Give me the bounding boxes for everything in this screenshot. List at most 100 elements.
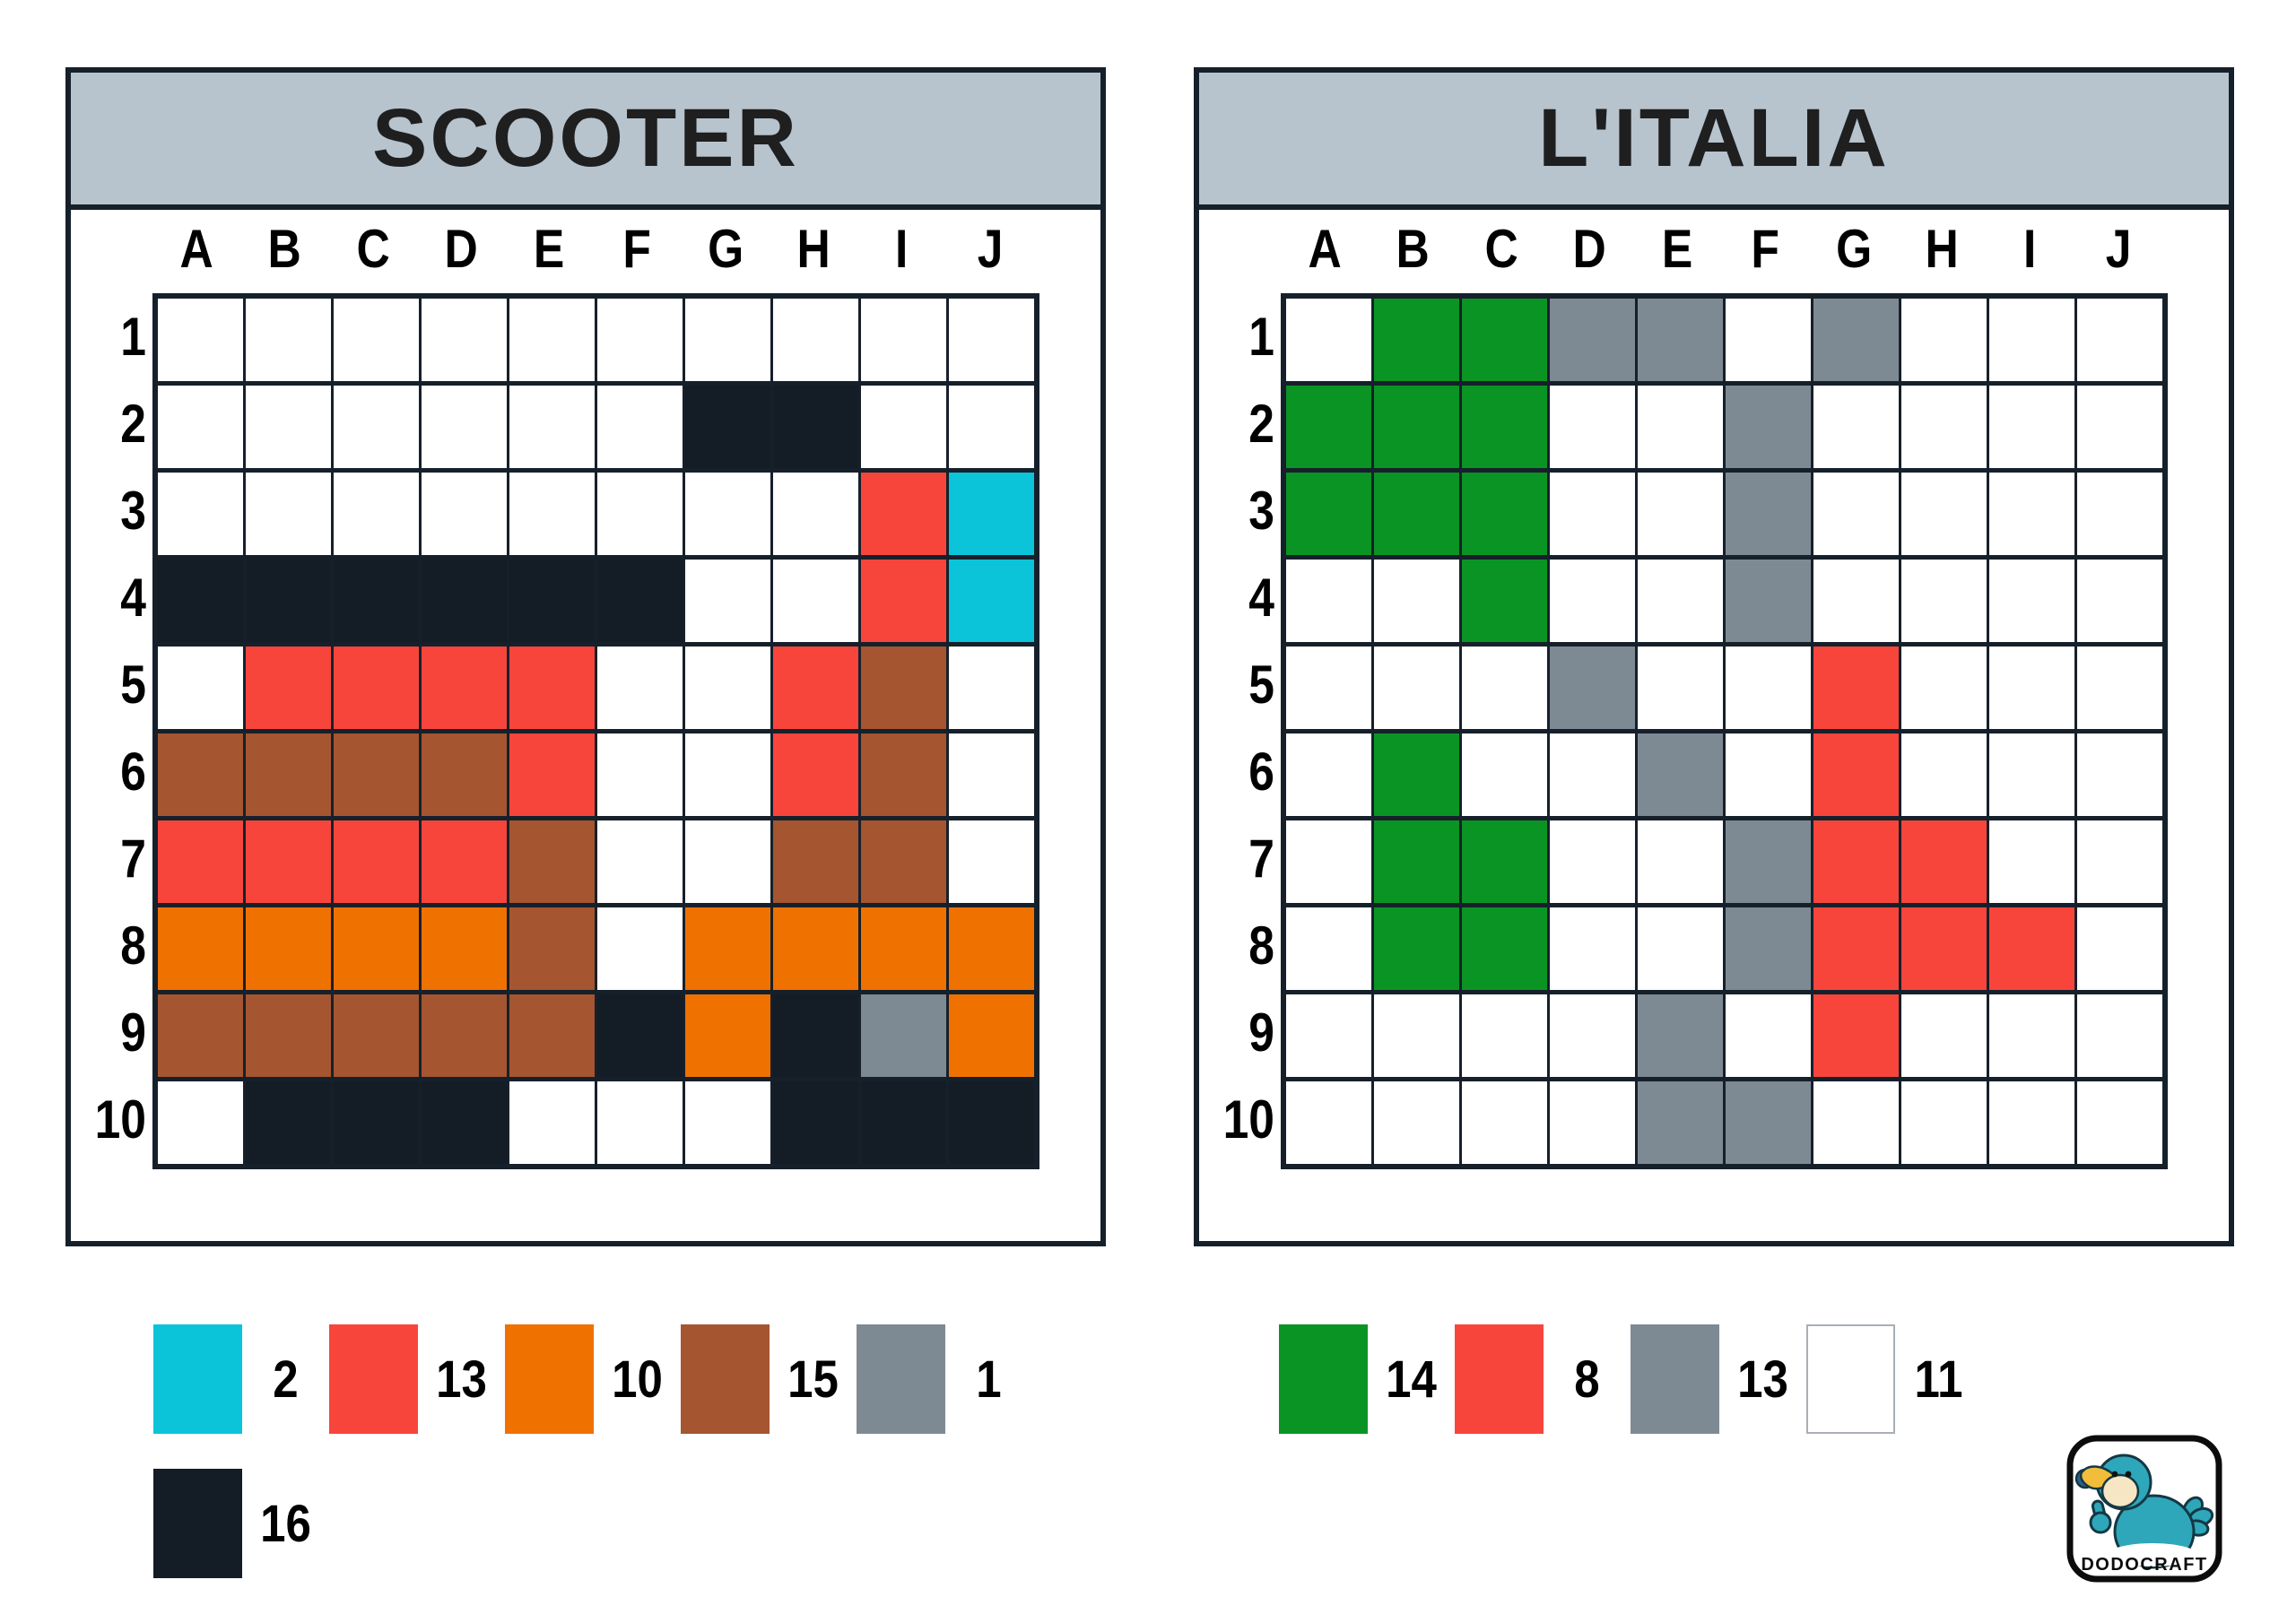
grid-cell-F8: [1723, 903, 1813, 994]
legend-count-gray: 1: [976, 1350, 1002, 1409]
grid-cell-C10: [1459, 1077, 1550, 1169]
grid-cell-B2: [1371, 381, 1462, 473]
grid-cell-B6: [1371, 729, 1462, 820]
grid-cell-I7: [858, 816, 949, 907]
grid-cell-A5: [1282, 642, 1374, 733]
grid-cell-I4: [1987, 555, 2077, 647]
grid-cell-J9: [946, 990, 1039, 1081]
grid-cell-C1: [331, 293, 422, 386]
grid-cell-G2: [1811, 381, 1901, 473]
grid-cell-B5: [243, 642, 334, 733]
row-label-1: 1: [1248, 307, 1274, 367]
grid-cell-J10: [2074, 1077, 2167, 1169]
grid-cell-E9: [1635, 990, 1726, 1081]
grid-cell-A5: [153, 642, 246, 733]
grid-cell-D5: [419, 642, 509, 733]
grid-row-7: [153, 816, 1039, 907]
legend-swatch-cyan: [153, 1324, 242, 1434]
row-labels: 1 2 3 4 5 6 7 8 9 10: [1203, 293, 1274, 1163]
panel-italia-header: L'ITALIA: [1199, 73, 2229, 210]
grid-cell-C6: [331, 729, 422, 820]
column-label-H: H: [1925, 219, 1959, 279]
grid-cell-E8: [1635, 903, 1726, 994]
grid-cell-F10: [1723, 1077, 1813, 1169]
grid-cell-G8: [1811, 903, 1901, 994]
grid-cell-I3: [1987, 468, 2077, 560]
column-label-C: C: [356, 219, 390, 279]
grid-cell-J8: [946, 903, 1039, 994]
grid-cell-I2: [1987, 381, 2077, 473]
grid-cell-A4: [1282, 555, 1374, 647]
row-label-6: 6: [1248, 742, 1274, 802]
grid-cell-B8: [1371, 903, 1462, 994]
grid-cell-I4: [858, 555, 949, 647]
grid-cell-J6: [946, 729, 1039, 820]
grid-cell-H4: [770, 555, 861, 647]
grid-cell-B7: [243, 816, 334, 907]
legend-count-orange: 10: [612, 1350, 663, 1409]
grid-cell-J5: [946, 642, 1039, 733]
row-label-3: 3: [1248, 481, 1274, 541]
grid-cell-A4: [153, 555, 246, 647]
grid-cell-J4: [946, 555, 1039, 647]
column-label-B: B: [267, 219, 302, 279]
legend-item-gray: 1: [857, 1324, 1032, 1434]
grid-cell-J3: [2074, 468, 2167, 560]
grid-cell-H7: [770, 816, 861, 907]
row-label-2: 2: [120, 394, 146, 454]
grid-cell-B8: [243, 903, 334, 994]
row-label-4: 4: [120, 568, 146, 628]
grid-row-10: [1282, 1077, 2167, 1169]
grid-cell-H5: [1899, 642, 1989, 733]
pixel-grid-italia: [1281, 293, 2168, 1169]
grid-cell-I1: [1987, 293, 2077, 386]
legend-item-orange: 10: [505, 1324, 681, 1434]
grid-cell-C3: [1459, 468, 1550, 560]
legend-item-green: 14: [1279, 1324, 1455, 1434]
legend-count-black: 16: [260, 1494, 311, 1553]
grid-cell-F3: [595, 468, 685, 560]
grid-cell-G5: [683, 642, 773, 733]
grid-cell-C7: [1459, 816, 1550, 907]
grid-cell-H1: [1899, 293, 1989, 386]
dodo-eye-right: [2125, 1471, 2132, 1478]
column-label-E: E: [534, 219, 565, 279]
dodocraft-logo: DODOCRAFT: [2065, 1433, 2224, 1587]
grid-cell-I6: [1987, 729, 2077, 820]
grid-cell-C4: [331, 555, 422, 647]
grid-cell-E10: [507, 1077, 597, 1169]
grid-cell-J4: [2074, 555, 2167, 647]
grid-cell-C8: [1459, 903, 1550, 994]
legend-item-gray: 13: [1631, 1324, 1806, 1434]
grid-cell-G7: [1811, 816, 1901, 907]
grid-cell-D1: [419, 293, 509, 386]
dodo-face: [2100, 1473, 2140, 1509]
grid-row-5: [1282, 642, 2167, 733]
grid-cell-D9: [1547, 990, 1638, 1081]
grid-cell-E5: [507, 642, 597, 733]
column-label-I: I: [895, 219, 909, 279]
legend-swatch-brown: [681, 1324, 770, 1434]
grid-cell-C4: [1459, 555, 1550, 647]
grid-cell-B6: [243, 729, 334, 820]
grid-cell-H3: [770, 468, 861, 560]
grid-cell-F6: [1723, 729, 1813, 820]
row-label-1: 1: [120, 307, 146, 367]
grid-cell-H4: [1899, 555, 1989, 647]
grid-cell-H9: [770, 990, 861, 1081]
grid-row-4: [153, 555, 1039, 647]
row-label-5: 5: [120, 655, 146, 715]
legend-count-red: 13: [436, 1350, 487, 1409]
grid-row-3: [153, 468, 1039, 560]
grid-cell-A7: [1282, 816, 1374, 907]
grid-cell-E7: [1635, 816, 1726, 907]
grid-cell-C7: [331, 816, 422, 907]
grid-cell-H6: [770, 729, 861, 820]
grid-cell-A1: [153, 293, 246, 386]
column-label-I: I: [2023, 219, 2037, 279]
grid-cell-I6: [858, 729, 949, 820]
grid-row-5: [153, 642, 1039, 733]
legend-scooter-row2: 16: [153, 1469, 329, 1578]
